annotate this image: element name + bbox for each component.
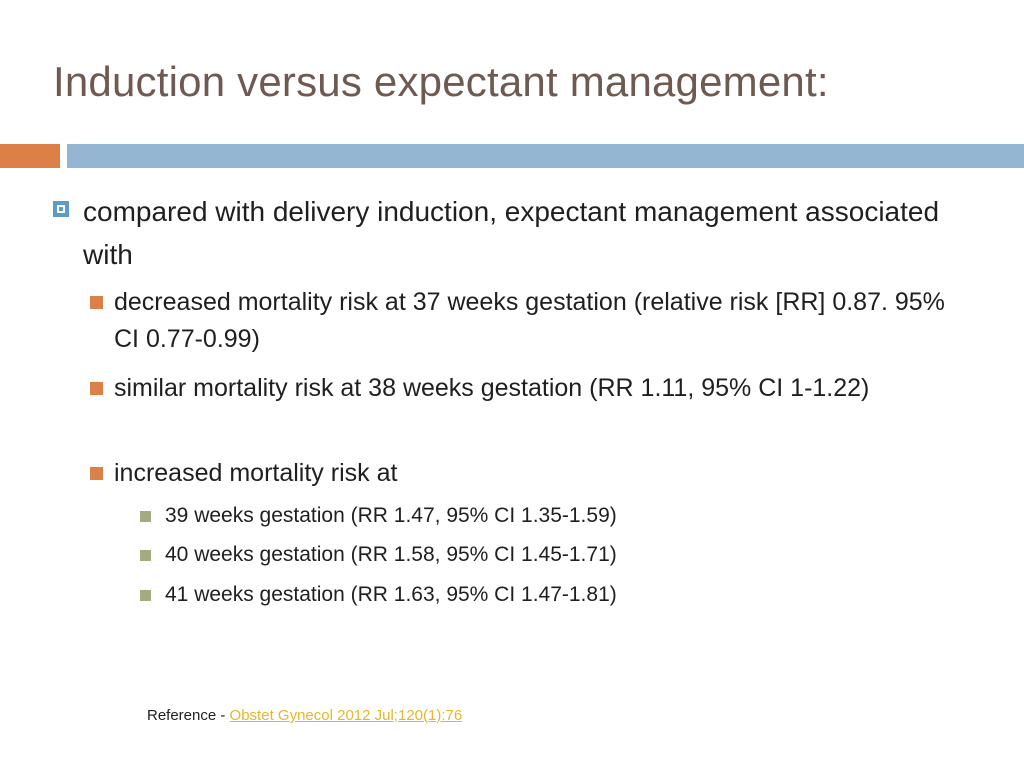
square-bullet-icon bbox=[90, 382, 103, 395]
sub-sub-bullet-2-text: 40 weeks gestation (RR 1.58, 95% CI 1.45… bbox=[165, 543, 617, 566]
small-square-bullet-icon bbox=[140, 511, 151, 522]
accent-bar-blue bbox=[67, 144, 1024, 168]
square-bullet-icon bbox=[90, 467, 103, 480]
reference-link[interactable]: Obstet Gynecol 2012 Jul;120(1):76 bbox=[229, 707, 463, 724]
hollow-square-bullet-icon bbox=[53, 201, 69, 217]
sub-bullet-2-text: similar mortality risk at 38 weeks gesta… bbox=[114, 374, 870, 402]
square-bullet-icon bbox=[90, 296, 103, 309]
sub-bullet-1-text: decreased mortality risk at 37 weeks ges… bbox=[114, 288, 945, 353]
sub-sub-bullet-1-text: 39 weeks gestation (RR 1.47, 95% CI 1.35… bbox=[165, 504, 617, 527]
slide-title: Induction versus expectant management: bbox=[53, 58, 829, 105]
sub-bullet-3-text: increased mortality risk at bbox=[114, 459, 398, 487]
small-square-bullet-icon bbox=[140, 550, 151, 561]
sub-sub-bullet-3-text: 41 weeks gestation (RR 1.63, 95% CI 1.47… bbox=[165, 583, 617, 606]
small-square-bullet-icon bbox=[140, 590, 151, 601]
reference-prefix: Reference - bbox=[147, 707, 230, 724]
reference-line: Reference - Obstet Gynecol 2012 Jul;120(… bbox=[147, 706, 462, 726]
main-bullet-text: compared with delivery induction, expect… bbox=[83, 196, 940, 270]
accent-bar-orange bbox=[0, 144, 60, 168]
